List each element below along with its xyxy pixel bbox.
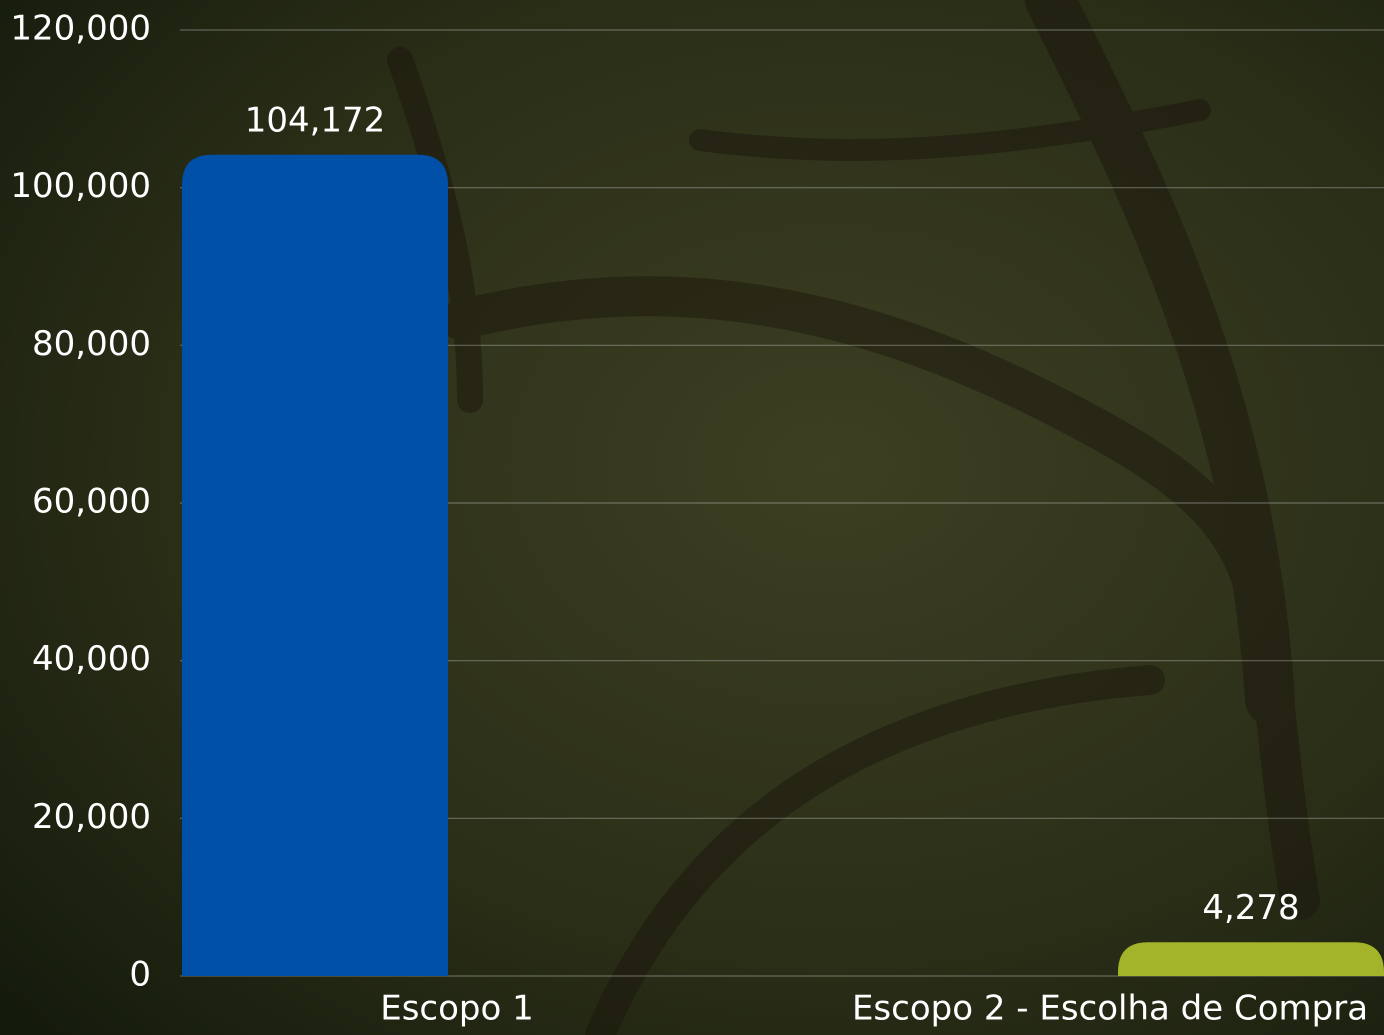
y-tick-label: 120,000 [10,9,151,49]
x-tick-label: Escopo 2 - Escolha de Compra [852,989,1368,1029]
y-tick-label: 40,000 [32,639,151,679]
y-tick-label: 80,000 [32,324,151,364]
y-tick-label: 100,000 [10,166,151,206]
y-tick-label: 0 [129,955,151,995]
tree-branches [387,0,1320,1035]
bar [1118,942,1384,976]
y-tick-label: 20,000 [32,797,151,837]
bar [182,154,448,976]
y-tick-label: 60,000 [32,482,151,522]
value-label: 104,172 [245,100,386,140]
x-tick-label: Escopo 1 [380,989,534,1029]
value-label: 4,278 [1202,888,1299,928]
